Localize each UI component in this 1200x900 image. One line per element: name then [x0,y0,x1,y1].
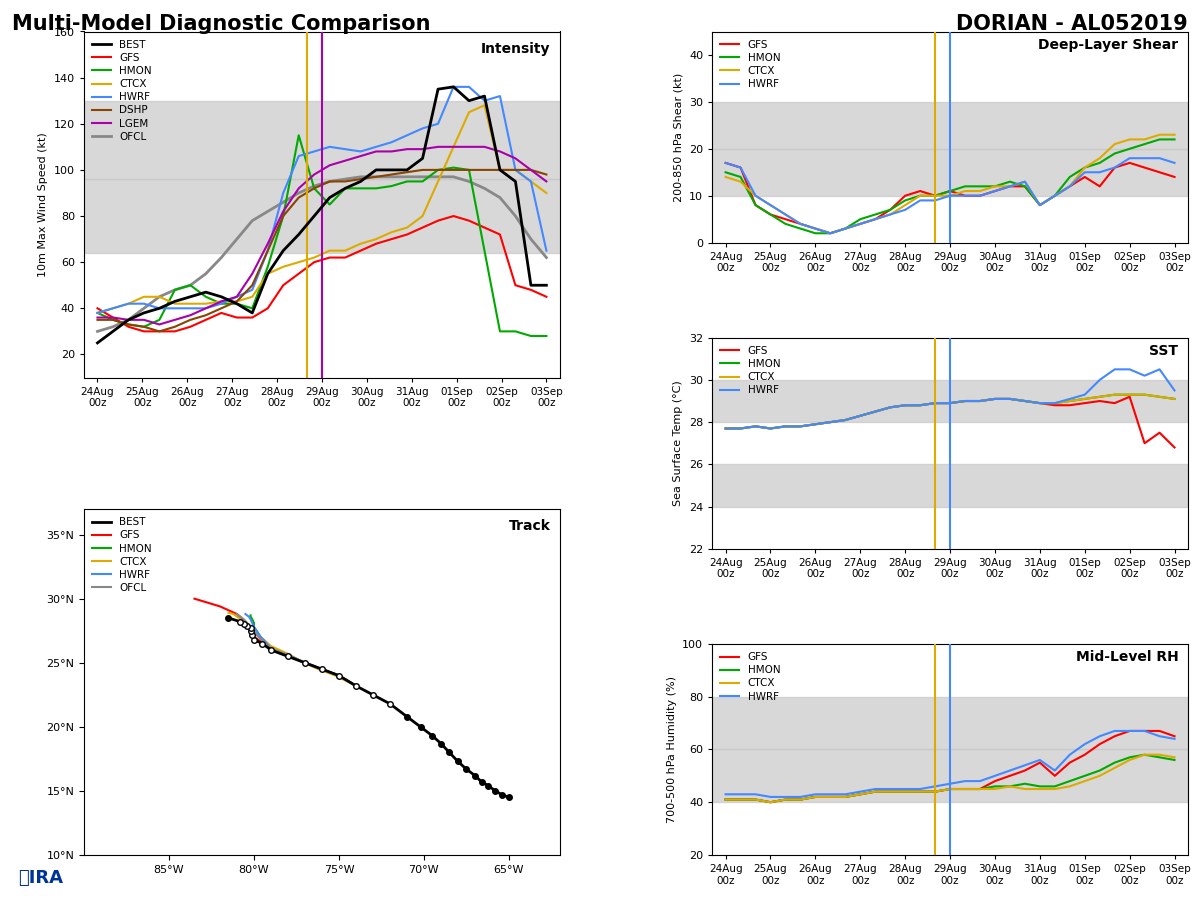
Bar [84,101,560,179]
Legend: GFS, HMON, CTCX, HWRF: GFS, HMON, CTCX, HWRF [718,343,784,399]
Text: Multi-Model Diagnostic Comparison: Multi-Model Diagnostic Comparison [12,14,431,33]
Text: Mid-Level RH: Mid-Level RH [1075,650,1178,664]
Legend: BEST, GFS, HMON, CTCX, HWRF, OFCL: BEST, GFS, HMON, CTCX, HWRF, OFCL [89,514,155,596]
Legend: BEST, GFS, HMON, CTCX, HWRF, DSHP, LGEM, OFCL: BEST, GFS, HMON, CTCX, HWRF, DSHP, LGEM,… [89,37,155,145]
Text: SST: SST [1150,344,1178,358]
Text: ⒸIRA: ⒸIRA [18,868,64,886]
Bar [712,102,1188,148]
Bar [712,697,1188,750]
Legend: GFS, HMON, CTCX, HWRF: GFS, HMON, CTCX, HWRF [718,37,784,93]
Text: Track: Track [509,519,551,534]
Y-axis label: 700-500 hPa Humidity (%): 700-500 hPa Humidity (%) [666,676,677,823]
Y-axis label: Sea Surface Temp (°C): Sea Surface Temp (°C) [673,381,683,506]
Legend: GFS, HMON, CTCX, HWRF: GFS, HMON, CTCX, HWRF [718,649,784,705]
Text: Intensity: Intensity [481,42,551,56]
Bar [712,750,1188,802]
Bar [84,179,560,253]
Bar [712,380,1188,422]
Text: Deep-Layer Shear: Deep-Layer Shear [1038,38,1178,52]
Bar [712,148,1188,195]
Bar [712,464,1188,507]
Text: DORIAN - AL052019: DORIAN - AL052019 [956,14,1188,33]
Y-axis label: 10m Max Wind Speed (kt): 10m Max Wind Speed (kt) [38,132,48,277]
Y-axis label: 200-850 hPa Shear (kt): 200-850 hPa Shear (kt) [673,73,684,202]
